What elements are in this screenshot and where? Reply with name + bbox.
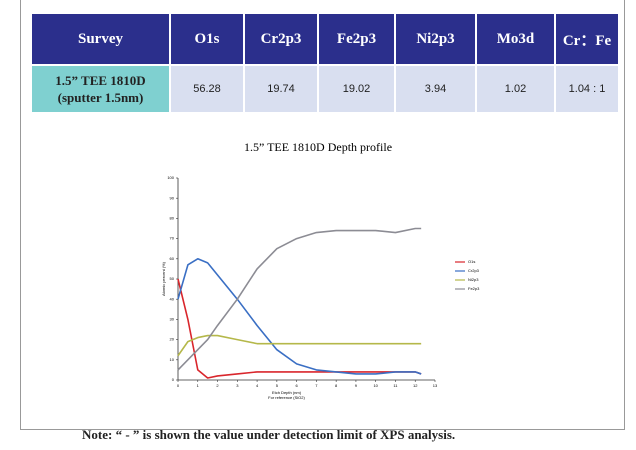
x-tick-label: 2 — [216, 383, 219, 388]
legend-label: Fe2p3 — [468, 286, 480, 291]
y-tick-label: 40 — [170, 296, 175, 301]
row-label-line: 1.5” TEE 1810D — [55, 73, 145, 88]
data-line — [178, 336, 421, 356]
y-tick-label: 0 — [172, 377, 175, 382]
y-tick-label: 70 — [170, 236, 175, 241]
x-tick-label: 7 — [315, 383, 318, 388]
x-tick-label: 11 — [393, 383, 398, 388]
data-line — [178, 259, 421, 374]
results-table: Survey O1s Cr2p3 Fe2p3 Ni2p3 Mo3d Cr：Fe … — [30, 12, 620, 114]
data-line — [178, 229, 421, 370]
x-tick-label: 1 — [197, 383, 200, 388]
y-axis-label: Atomic percent (%) — [161, 261, 166, 296]
x-tick-label: 8 — [335, 383, 338, 388]
cell: 1.02 — [476, 65, 555, 113]
cell: 19.74 — [244, 65, 318, 113]
chart: 1.5” TEE 1810D Depth profile 01020304050… — [0, 130, 636, 420]
y-tick-label: 20 — [170, 337, 175, 342]
y-tick-label: 10 — [170, 357, 175, 362]
x-axis-sublabel: For reference (SiO2) — [268, 395, 305, 400]
header-cell: Fe2p3 — [318, 13, 395, 65]
header-cell: Mo3d — [476, 13, 555, 65]
legend-label: Cr2p3 — [468, 268, 480, 273]
y-tick-label: 100 — [167, 175, 174, 180]
x-tick-label: 13 — [433, 383, 438, 388]
x-tick-label: 3 — [236, 383, 239, 388]
cell: 19.02 — [318, 65, 395, 113]
x-tick-label: 10 — [373, 383, 378, 388]
y-tick-label: 80 — [170, 215, 175, 220]
note: Note: “ - ” is shown the value under det… — [82, 427, 455, 443]
legend-label: Ni2p3 — [468, 277, 479, 282]
page: Survey O1s Cr2p3 Fe2p3 Ni2p3 Mo3d Cr：Fe … — [0, 0, 636, 450]
row-label-line: (sputter 1.5nm) — [58, 90, 144, 105]
x-tick-label: 0 — [177, 383, 180, 388]
cell: 1.04 : 1 — [555, 65, 619, 113]
x-tick-label: 4 — [256, 383, 259, 388]
chart-title: 1.5” TEE 1810D Depth profile — [244, 140, 392, 154]
header-cell: Ni2p3 — [395, 13, 476, 65]
x-tick-label: 6 — [295, 383, 298, 388]
x-tick-label: 9 — [355, 383, 358, 388]
header-row: Survey O1s Cr2p3 Fe2p3 Ni2p3 Mo3d Cr：Fe — [31, 13, 619, 65]
header-cell: Survey — [31, 13, 170, 65]
data-row: 1.5” TEE 1810D (sputter 1.5nm) 56.28 19.7… — [31, 65, 619, 113]
x-tick-label: 12 — [413, 383, 418, 388]
y-tick-label: 30 — [170, 316, 175, 321]
row-label: 1.5” TEE 1810D (sputter 1.5nm) — [31, 65, 170, 113]
header-cell: Cr：Fe — [555, 13, 619, 65]
x-tick-label: 5 — [276, 383, 279, 388]
header-cell: Cr2p3 — [244, 13, 318, 65]
y-tick-label: 50 — [170, 276, 175, 281]
y-tick-label: 60 — [170, 256, 175, 261]
header-cell: O1s — [170, 13, 244, 65]
cell: 56.28 — [170, 65, 244, 113]
cell: 3.94 — [395, 65, 476, 113]
legend-label: O1s — [468, 259, 475, 264]
y-tick-label: 90 — [170, 195, 175, 200]
